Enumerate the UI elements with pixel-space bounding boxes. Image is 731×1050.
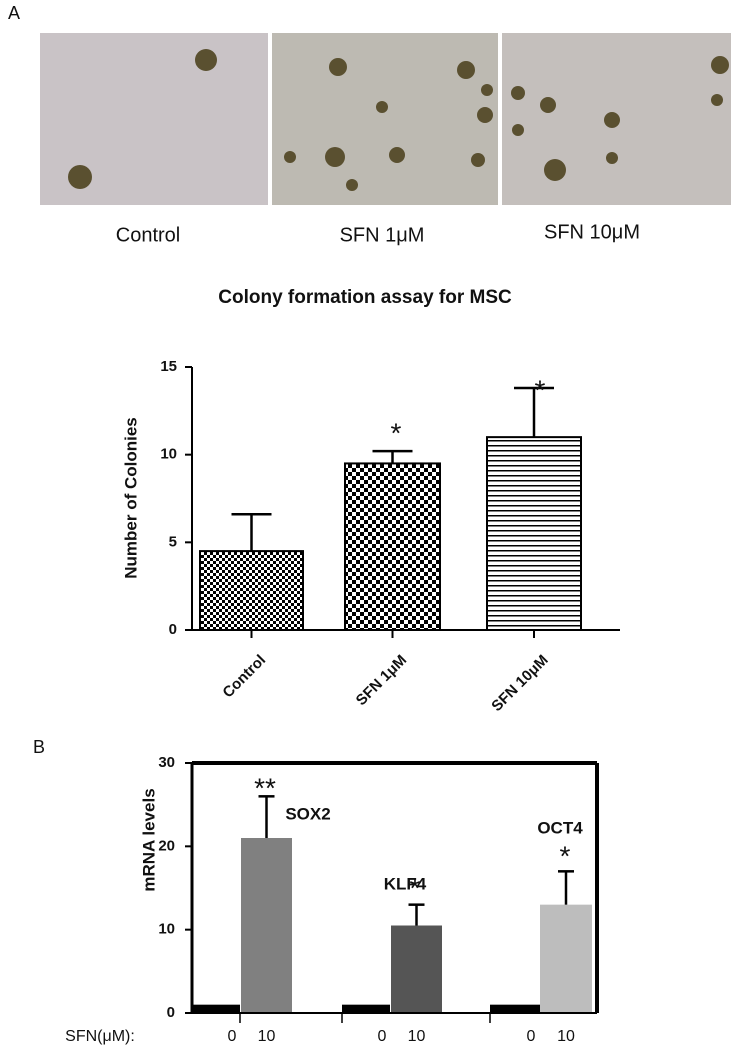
y-tick-label: 30 [158, 754, 175, 771]
image-caption: SFN 1μM [340, 224, 425, 246]
y-tick-label: 10 [158, 921, 175, 938]
significance-mark: * [535, 374, 546, 405]
x-tick-label: Control [219, 652, 269, 702]
x-tick-label: SFN 10μM [488, 652, 551, 715]
bar [486, 436, 582, 631]
panel-label: B [33, 737, 45, 757]
x-tick-label: 10 [557, 1028, 575, 1045]
bar [241, 838, 292, 1013]
bar [490, 1004, 540, 1013]
x-tick-label: 10 [258, 1028, 276, 1045]
significance-mark: ** [254, 772, 276, 803]
x-tick-label: 0 [378, 1028, 387, 1045]
y-tick-label: 20 [158, 837, 175, 854]
micrograph [272, 33, 498, 205]
gene-label: SOX2 [285, 804, 330, 823]
colonies [68, 49, 729, 191]
image-caption: SFN 10μM [544, 221, 640, 243]
y-tick-label: 5 [169, 533, 177, 550]
gene-label: OCT4 [537, 818, 583, 837]
bar [199, 550, 304, 631]
significance-mark: * [560, 840, 571, 871]
x-axis-label: SFN(μM): [65, 1028, 135, 1045]
bar [391, 925, 442, 1013]
significance-mark: * [391, 417, 402, 448]
bar [342, 1004, 390, 1013]
y-tick-label: 0 [167, 1004, 175, 1021]
significance-mark: * [410, 872, 421, 903]
image-caption: Control [116, 224, 180, 246]
x-tick-label: 10 [408, 1028, 426, 1045]
y-tick-label: 15 [160, 358, 177, 375]
bar [540, 904, 592, 1013]
x-tick-label: SFN 1μM [353, 652, 410, 709]
y-axis-label: mRNA levels [139, 788, 158, 891]
bar [344, 462, 441, 631]
y-tick-label: 10 [160, 446, 177, 463]
bar [192, 1004, 240, 1013]
y-axis-label: Number of Colonies [121, 417, 140, 579]
micrographs [40, 33, 731, 205]
chart-title: Colony formation assay for MSC [218, 287, 512, 308]
x-tick-label: 0 [527, 1028, 536, 1045]
x-tick-label: 0 [228, 1028, 237, 1045]
panel-label: A [8, 3, 20, 23]
gene-label: KLF4 [384, 874, 427, 893]
y-tick-label: 0 [169, 621, 177, 638]
